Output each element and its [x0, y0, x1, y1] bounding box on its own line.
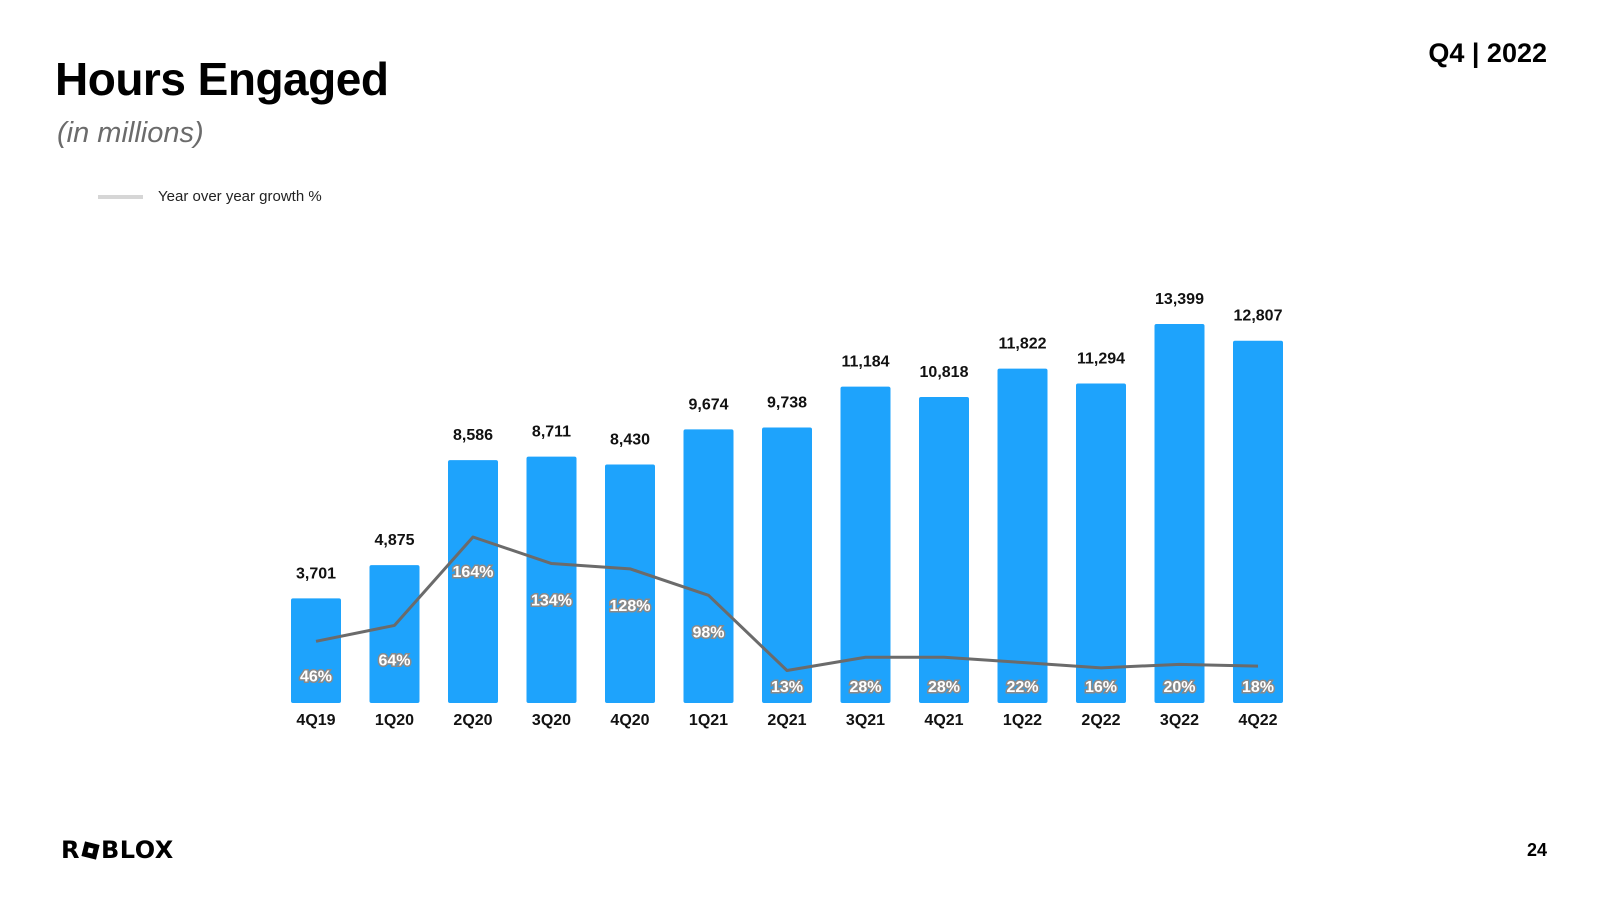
x-tick-label-3Q20: 3Q20: [532, 712, 571, 729]
growth-line: [315, 535, 1259, 673]
growth-label-4Q19: 46%: [300, 668, 332, 685]
growth-label-4Q20: 128%: [610, 598, 651, 615]
bar-3Q20: [526, 456, 577, 703]
bar-value-label-4Q20: 8,430: [610, 432, 650, 449]
growth-label-1Q21: 98%: [692, 624, 724, 641]
growth-label-3Q21: 28%: [849, 679, 881, 696]
bar-value-label-3Q22: 13,399: [1155, 291, 1204, 308]
page-title: Hours Engaged: [55, 53, 389, 105]
growth-label-2Q20: 164%: [453, 564, 494, 581]
x-tick-label-4Q20: 4Q20: [610, 712, 649, 729]
bar-4Q21: [919, 397, 969, 703]
labels-layer: 3,701 4Q19 4,875 1Q20 8,586 2Q20 8,711 3Q20 8,43…: [296, 291, 1283, 729]
bar-value-label-4Q21: 10,818: [920, 364, 969, 381]
logo-text-right: BLOX: [100, 836, 174, 864]
bar-2Q21: [762, 427, 812, 703]
growth-label-3Q22: 20%: [1163, 679, 1195, 696]
bar-value-label-1Q22: 11,822: [998, 336, 1046, 353]
bar-2Q20: [448, 460, 498, 703]
bar-2Q22: [1076, 383, 1126, 703]
growth-line-layer: [315, 535, 1259, 673]
legend-label: Year over year growth %: [158, 188, 322, 205]
x-tick-label-2Q22: 2Q22: [1081, 712, 1120, 729]
x-tick-label-1Q22: 1Q22: [1003, 712, 1042, 729]
bar-value-label-2Q21: 9,738: [767, 395, 807, 412]
growth-label-1Q20: 64%: [378, 652, 410, 669]
bar-value-label-2Q22: 11,294: [1077, 351, 1125, 368]
x-tick-label-4Q21: 4Q21: [924, 712, 963, 729]
bar-3Q22: [1154, 324, 1205, 703]
x-tick-label-2Q20: 2Q20: [453, 712, 492, 729]
bar-value-label-4Q19: 3,701: [296, 565, 336, 582]
bar-1Q22: [997, 368, 1048, 703]
logo-square-icon: [81, 840, 100, 860]
x-tick-label-3Q22: 3Q22: [1160, 712, 1199, 729]
bar-1Q21: [683, 429, 734, 703]
bar-value-label-3Q21: 11,184: [841, 354, 889, 371]
bar-4Q20: [605, 464, 655, 703]
logo-text-left: R: [61, 836, 80, 864]
growth-label-3Q20: 134%: [531, 593, 572, 610]
growth-label-2Q21: 13%: [771, 679, 803, 696]
x-tick-label-4Q19: 4Q19: [296, 712, 335, 729]
bar-4Q22: [1233, 340, 1283, 703]
x-tick-label-1Q21: 1Q21: [689, 712, 728, 729]
legend-line-swatch: [98, 194, 143, 199]
bar-3Q21: [840, 386, 891, 703]
bar-value-label-3Q20: 8,711: [532, 424, 571, 441]
x-tick-label-1Q20: 1Q20: [375, 712, 414, 729]
bar-1Q20: [369, 565, 420, 703]
period-label: Q4 | 2022: [1428, 38, 1547, 68]
bar-value-label-4Q22: 12,807: [1234, 308, 1283, 325]
chart-legend: Year over year growth %: [98, 188, 322, 205]
bar-value-label-1Q20: 4,875: [374, 532, 414, 549]
x-tick-label-3Q21: 3Q21: [846, 712, 885, 729]
x-tick-label-4Q22: 4Q22: [1238, 712, 1277, 729]
x-tick-label-2Q21: 2Q21: [767, 712, 806, 729]
page-number: 24: [1526, 840, 1547, 860]
page-subtitle: (in millions): [57, 117, 204, 149]
growth-label-1Q22: 22%: [1006, 679, 1038, 696]
bar-value-label-1Q21: 9,674: [688, 396, 728, 413]
growth-label-2Q22: 16%: [1085, 679, 1117, 696]
bar-4Q19: [291, 598, 341, 703]
roblox-logo: R BLOX: [61, 836, 174, 864]
growth-label-4Q21: 28%: [928, 679, 960, 696]
growth-label-4Q22: 18%: [1242, 679, 1274, 696]
bars-layer: [291, 324, 1283, 703]
bar-value-label-2Q20: 8,586: [453, 427, 493, 444]
